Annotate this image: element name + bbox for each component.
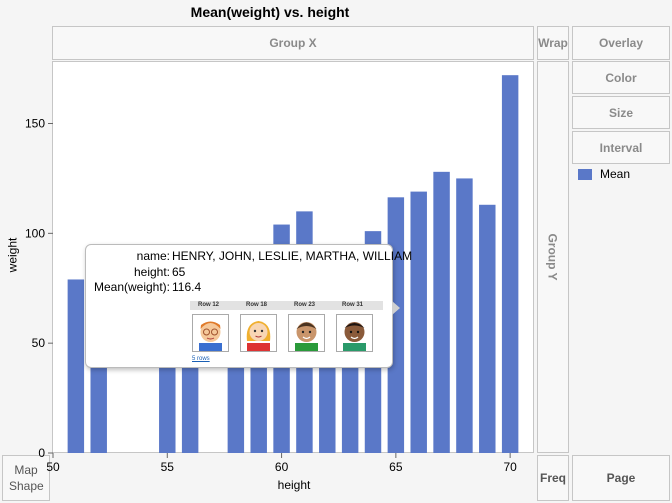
legend-swatch — [578, 168, 592, 180]
group-x-zone[interactable]: Group X — [52, 26, 534, 60]
tooltip-name-row: name: HENRY, JOHN, LESLIE, MARTHA, WILLI… — [86, 249, 412, 263]
wrap-label: Wrap — [538, 36, 568, 50]
color-label: Color — [605, 70, 637, 85]
tooltip-rows-link[interactable]: 5 rows — [192, 356, 210, 362]
overlay-label: Overlay — [598, 36, 644, 50]
tooltip-mean-value: 116.4 — [172, 280, 202, 294]
chart-title: Mean(weight) vs. height — [190, 4, 350, 20]
group-x-label: Group X — [269, 36, 317, 50]
tooltip-name-value: HENRY, JOHN, LESLIE, MARTHA, WILLIAM — [172, 249, 413, 263]
tooltip-height-value: 65 — [172, 265, 186, 279]
y-tick-label: 100 — [25, 226, 45, 240]
overlay-zone[interactable]: Overlay — [572, 26, 670, 60]
face-avatar-icon — [240, 314, 277, 352]
tooltip-thumbnails: Row 12 Row 18 Row 23 Row 31 — [190, 301, 383, 352]
freq-zone[interactable]: Freq — [537, 455, 569, 501]
y-tick-label: 50 — [32, 336, 46, 350]
color-zone[interactable]: Color — [572, 61, 670, 94]
x-axis-label: height — [277, 478, 311, 492]
map-shape-label: Map Shape — [9, 463, 44, 493]
legend: Mean — [578, 167, 630, 181]
face-avatar-icon — [192, 314, 229, 352]
page-label: Page — [606, 471, 636, 485]
face-avatar-icon — [288, 314, 325, 352]
face-avatar-icon — [336, 314, 373, 352]
tooltip-height-row: height: 65 — [86, 265, 185, 279]
thumb-row-label: Row 12 — [198, 302, 220, 308]
tooltip-mean-key: Mean(weight): — [93, 280, 170, 294]
y-axis-label-box: weight — [2, 230, 22, 280]
size-label: Size — [608, 105, 633, 120]
thumb-row-label: Row 18 — [246, 302, 268, 308]
tooltip-height-key: height: — [133, 265, 170, 279]
x-tick-label: 60 — [275, 460, 289, 474]
size-zone[interactable]: Size — [572, 96, 670, 129]
group-y-zone[interactable]: Group Y — [537, 61, 569, 453]
interval-zone[interactable]: Interval — [572, 131, 670, 164]
legend-label: Mean — [600, 167, 631, 181]
tooltip-arrow — [392, 301, 400, 315]
group-y-label: Group Y — [546, 233, 560, 281]
y-axis-label: weight — [5, 237, 19, 273]
tooltip-mean-row: Mean(weight): 116.4 — [86, 280, 201, 294]
map-shape-zone[interactable]: Map Shape — [2, 455, 50, 501]
page-zone[interactable]: Page — [572, 455, 670, 501]
thumbnail-header: Row 12 Row 18 Row 23 Row 31 — [190, 301, 383, 310]
x-tick-label: 70 — [503, 460, 517, 474]
tooltip-name-key: name: — [136, 249, 170, 263]
freq-label: Freq — [539, 471, 566, 485]
interval-label: Interval — [599, 140, 643, 155]
thumb-row-label: Row 31 — [342, 302, 364, 308]
thumb-row-label: Row 23 — [294, 302, 316, 308]
wrap-zone[interactable]: Wrap — [537, 26, 569, 60]
x-tick-label: 55 — [161, 460, 175, 474]
x-tick-label: 65 — [389, 460, 403, 474]
y-tick-label: 150 — [25, 117, 45, 131]
hover-tooltip: name: HENRY, JOHN, LESLIE, MARTHA, WILLI… — [85, 244, 412, 368]
